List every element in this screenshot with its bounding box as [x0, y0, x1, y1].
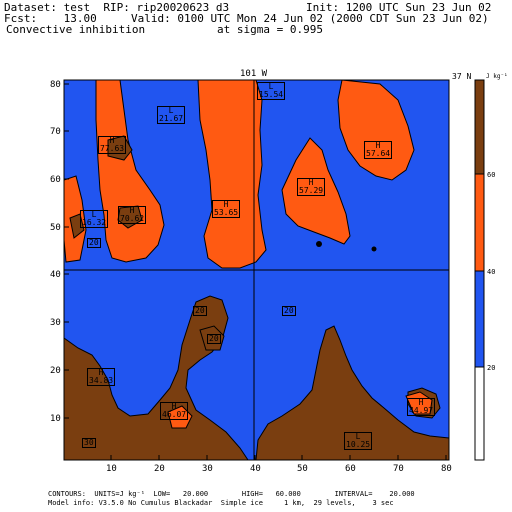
y-tick-label: 20 — [50, 366, 61, 376]
colorbar-tick-40: 40 — [487, 268, 495, 276]
x-tick-label: 40 — [250, 464, 261, 474]
label-value: 15.54 — [259, 90, 284, 99]
label-kind: H — [171, 402, 177, 411]
colorbar-tick-60: 60 — [487, 171, 495, 179]
orange-north-central-region — [197, 80, 267, 269]
dataset-title: Dataset: test RIP: rip20020623 d3 — [4, 1, 230, 14]
contour-label-box: H 34.83 — [87, 368, 116, 386]
orange-northeast-region — [337, 80, 415, 181]
x-axis-ticks: 10 20 30 40 50 60 70 80 — [106, 455, 452, 474]
contour-info: CONTOURS: UNITS=J kg⁻¹ LOW= 20.000 HIGH=… — [48, 490, 415, 498]
orange-east-blob — [405, 391, 433, 415]
label-kind: L — [91, 210, 97, 219]
field-name: Convective inhibition — [6, 23, 146, 36]
contour-label-box: H 57.64 — [364, 141, 393, 159]
colorbar-band-brown — [474, 79, 485, 175]
label-kind: L — [355, 432, 361, 441]
colorbar-band-white — [474, 366, 485, 461]
y-tick-label: 30 — [50, 318, 61, 328]
orange-east-central-region — [281, 137, 351, 245]
y-tick-label: 70 — [50, 127, 61, 137]
label-value: 21.67 — [159, 114, 184, 123]
contour-label-box: 20 — [87, 238, 101, 248]
label-kind: H — [418, 398, 424, 407]
contour-label-box: L 15.54 — [257, 82, 286, 100]
x-tick-label: 30 — [202, 464, 213, 474]
x-tick-label: 10 — [106, 464, 117, 474]
label-kind: H — [375, 141, 381, 150]
y-tick-label: 50 — [50, 223, 61, 233]
forecast-hour: Fcst: 13.00 — [4, 12, 97, 25]
colorbar-unit: J kg⁻¹ — [486, 73, 508, 80]
top-longitude-label: 101 W — [240, 69, 268, 79]
contour-label-box: L 10.25 — [344, 432, 373, 450]
label-value: 70.62 — [120, 214, 145, 223]
orange-south-blob — [167, 405, 193, 429]
label-value: 44.97 — [409, 406, 434, 415]
y-axis-ticks: 10 20 30 40 50 60 70 80 — [50, 80, 69, 424]
label-value: 34.83 — [89, 376, 114, 385]
brown-center-blob — [199, 325, 225, 351]
contour-label-box: 20 — [282, 306, 296, 316]
brown-southeast-region — [255, 325, 449, 460]
dot-feature-1 — [316, 241, 322, 247]
label-kind: H — [223, 200, 229, 209]
label-value: 16.32 — [82, 218, 107, 227]
sigma-level: at sigma = 0.995 — [217, 23, 323, 36]
colorbar: 20 40 60 J kg⁻¹ — [474, 73, 508, 461]
model-info: Model info: V3.5.0 No Cumulus Blackadar … — [48, 499, 394, 507]
label-kind: H — [109, 136, 115, 145]
label-value: 57.64 — [366, 149, 391, 158]
label-kind: H — [98, 368, 104, 377]
contour-label-box: 20 — [207, 334, 221, 344]
x-tick-label: 20 — [154, 464, 165, 474]
label-kind: H — [308, 178, 314, 187]
label-value: 20 — [89, 238, 99, 247]
label-value: 20 — [284, 306, 294, 315]
dot-feature-2 — [371, 246, 377, 252]
contour-label-box: L 21.67 — [157, 106, 186, 124]
contour-label-box: 30 — [82, 438, 96, 448]
contour-label-box: H 46.07 — [160, 402, 189, 420]
x-tick-label: 80 — [441, 464, 452, 474]
x-tick-label: 50 — [297, 464, 308, 474]
label-value: 77.63 — [100, 144, 125, 153]
label-kind: L — [168, 106, 174, 115]
x-tick-label: 70 — [393, 464, 404, 474]
colorbar-band-blue — [474, 270, 485, 368]
y-tick-label: 80 — [50, 80, 61, 90]
plot-frame — [63, 79, 450, 461]
contour-label-box: H 70.62 — [118, 206, 147, 224]
contour-label-box: 20 — [193, 306, 207, 316]
label-value: 30 — [84, 438, 94, 447]
x-tick-label: 60 — [345, 464, 356, 474]
y-tick-label: 10 — [50, 414, 61, 424]
colorbar-band-orange — [474, 173, 485, 272]
y-tick-label: 60 — [50, 175, 61, 185]
contour-label-box: H 77.63 — [98, 136, 127, 154]
valid-time: Valid: 0100 UTC Mon 24 Jun 02 (2000 CDT … — [131, 12, 489, 25]
orange-northwest-region — [95, 80, 165, 263]
label-value: 46.07 — [162, 410, 187, 419]
label-kind: L — [268, 82, 274, 91]
contour-label-box: H 53.65 — [212, 200, 241, 218]
init-time: Init: 1200 UTC Sun 23 Jun 02 — [306, 1, 492, 14]
label-value: 53.65 — [214, 208, 239, 217]
right-latitude-label: 37 N — [452, 72, 471, 81]
contour-label-box: H 57.29 — [297, 178, 326, 196]
label-value: 57.29 — [299, 186, 324, 195]
label-value: 20 — [195, 306, 205, 315]
colorbar-tick-20: 20 — [487, 364, 495, 372]
label-kind: H — [129, 206, 135, 215]
contour-label-box: H 44.97 — [407, 398, 436, 416]
label-value: 20 — [209, 334, 219, 343]
y-tick-label: 40 — [50, 270, 61, 280]
label-value: 10.25 — [346, 440, 371, 449]
contour-label-box: L 16.32 — [80, 210, 109, 228]
